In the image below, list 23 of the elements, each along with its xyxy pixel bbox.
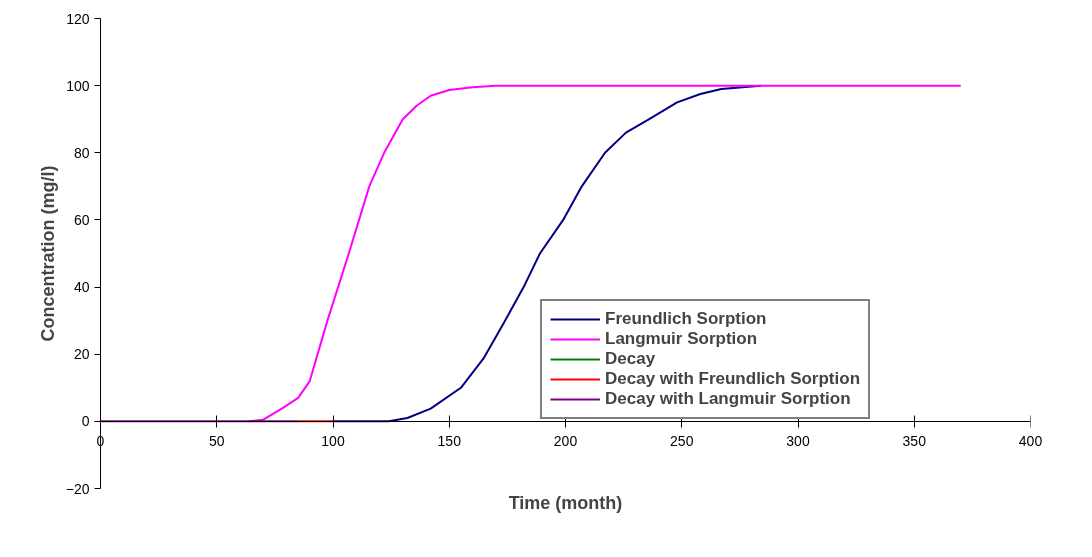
legend-label: Langmuir Sorption [605, 328, 758, 349]
x-tick-label: 400 [1018, 432, 1043, 449]
y-tick-label: 100 [66, 77, 90, 94]
y-tick-label: 40 [73, 279, 90, 296]
x-tick-label: 100 [321, 432, 345, 449]
y-tick-label: 60 [73, 211, 90, 228]
x-tick-label: 350 [902, 432, 927, 449]
legend-label: Decay with Langmuir Sorption [605, 388, 851, 409]
y-tick-label: 20 [73, 346, 90, 363]
y-axis-title: Concentration (mg/l) [37, 165, 58, 342]
x-tick-label: 250 [670, 432, 694, 449]
x-tick-label: 300 [786, 432, 810, 449]
legend-label: Freundlich Sorption [605, 308, 767, 329]
y-tick-label: −20 [65, 480, 90, 497]
x-tick-label: 50 [208, 432, 225, 449]
x-axis-title: Time (month) [508, 492, 623, 513]
y-tick-label: 120 [66, 10, 90, 27]
legend-label: Decay with Freundlich Sorption [605, 368, 861, 389]
x-tick-label: 200 [553, 432, 578, 449]
y-tick-label: 80 [73, 144, 90, 161]
x-tick-label: 150 [437, 432, 462, 449]
y-tick-label: 0 [81, 413, 90, 430]
legend-label: Decay [605, 348, 656, 369]
